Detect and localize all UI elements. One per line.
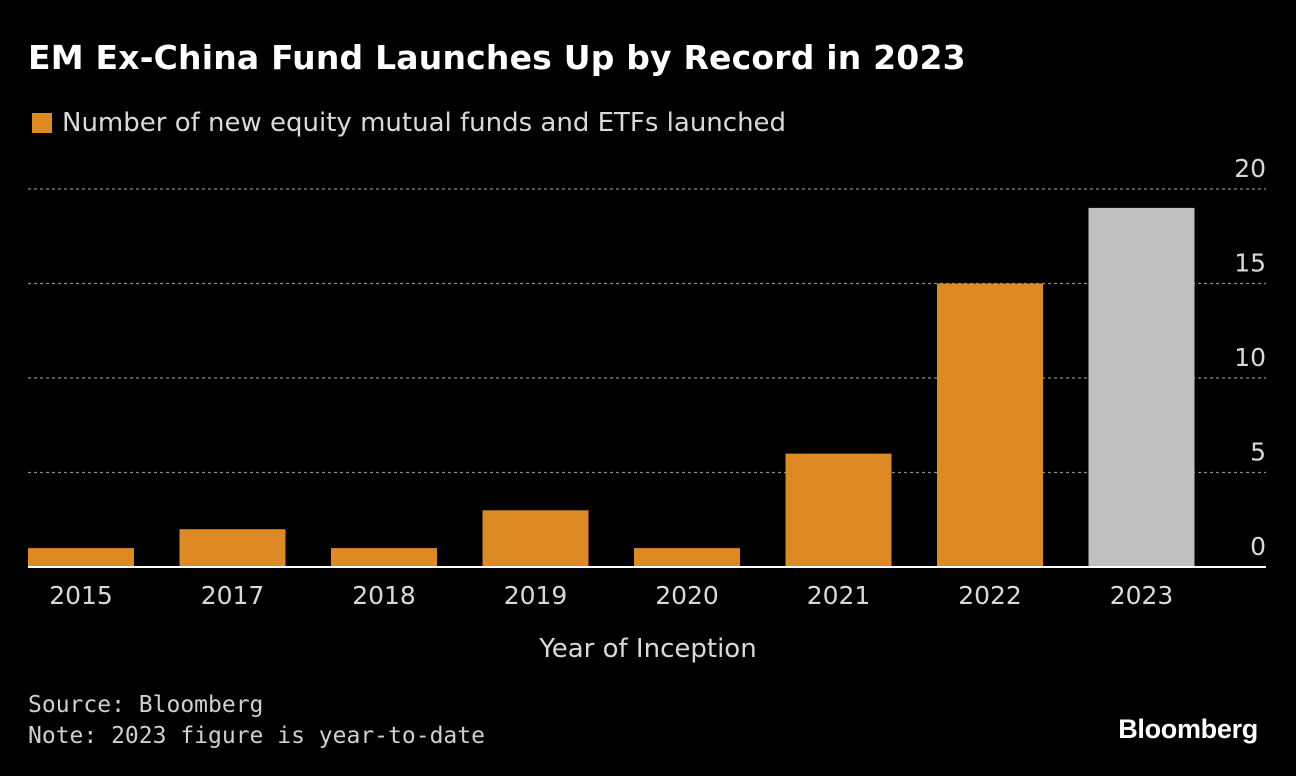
x-tick-label-2022: 2022	[958, 581, 1022, 610]
y-tick-label-5: 5	[1250, 438, 1266, 467]
bar-2023	[1088, 207, 1195, 567]
x-axis-label: Year of Inception	[539, 634, 757, 664]
y-tick-label-10: 10	[1234, 343, 1266, 372]
y-tick-label-20: 20	[1234, 154, 1266, 183]
chart-title: EM Ex-China Fund Launches Up by Record i…	[28, 38, 966, 77]
x-tick-label-2023: 2023	[1110, 581, 1174, 610]
x-tick-label-2019: 2019	[504, 581, 568, 610]
legend-label: Number of new equity mutual funds and ET…	[62, 108, 787, 138]
bar-2015	[28, 548, 134, 567]
bar-2018	[331, 548, 437, 567]
y-tick-label-0: 0	[1250, 532, 1266, 561]
y-tick-label-15: 15	[1234, 249, 1266, 278]
x-tick-label-2018: 2018	[352, 581, 416, 610]
bar-2020	[634, 548, 740, 567]
bar-2017	[179, 529, 286, 567]
footnote: Note: 2023 figure is year-to-date	[28, 723, 485, 749]
bar-2019	[482, 510, 589, 567]
x-tick-label-2021: 2021	[807, 581, 871, 610]
bloomberg-logo: Bloomberg	[1118, 714, 1258, 744]
legend-swatch	[32, 113, 52, 133]
x-tick-label-2020: 2020	[655, 581, 719, 610]
legend: Number of new equity mutual funds and ET…	[32, 108, 786, 138]
x-tick-label-2017: 2017	[201, 581, 265, 610]
bar-2021	[785, 453, 892, 567]
x-tick-label-2015: 2015	[49, 581, 113, 610]
source-note: Source: Bloomberg	[28, 692, 264, 718]
bar-2022	[937, 283, 1043, 567]
